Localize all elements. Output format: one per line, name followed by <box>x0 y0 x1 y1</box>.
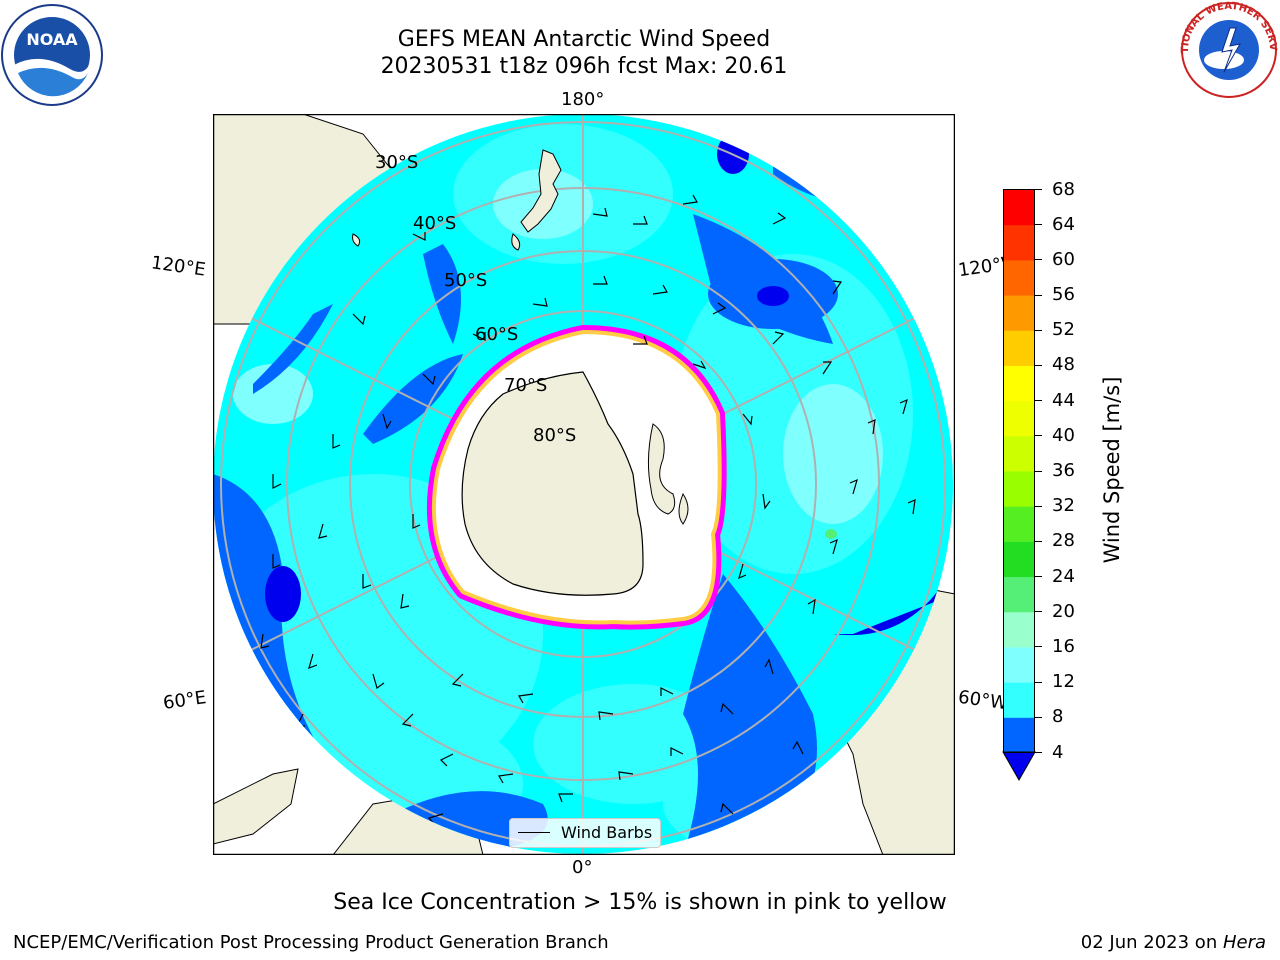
colorbar-segment <box>1003 471 1035 507</box>
footer-credit: NCEP/EMC/Verification Post Processing Pr… <box>13 932 609 953</box>
madagascar-land <box>213 768 299 845</box>
colorbar-tick-mark <box>1035 400 1042 402</box>
colorbar-tick-mark <box>1035 611 1042 613</box>
noaa-logo: NOAA <box>1 4 103 106</box>
colorbar-tick-label: 12 <box>1052 671 1075 693</box>
chart-subtitle: 20230531 t18z 096h fcst Max: 20.61 <box>380 54 788 79</box>
lon-label-120e: 120°E <box>149 252 207 281</box>
colorbar-tick-label: 4 <box>1052 741 1064 763</box>
colorbar-tick-mark <box>1035 646 1042 648</box>
colorbar-tick-mark <box>1035 540 1042 542</box>
footer-date-text: 02 Jun 2023 on <box>1080 932 1223 953</box>
lat-label-40s: 40°S <box>413 213 457 234</box>
wind-barbs <box>260 194 916 825</box>
colorbar-tick-label: 60 <box>1052 248 1075 270</box>
colorbar-tick-mark <box>1035 329 1042 331</box>
colorbar-segment <box>1003 646 1035 683</box>
colorbar-tick-mark <box>1035 716 1042 718</box>
colorbar-tick-mark <box>1035 752 1042 753</box>
lat-label-30s: 30°S <box>375 152 419 173</box>
legend-label: Wind Barbs <box>561 823 653 842</box>
colorbar-segment <box>1003 435 1035 472</box>
legend-line-icon <box>518 832 550 833</box>
colorbar-label: Wind Speed [m/s] <box>1100 376 1124 564</box>
nws-logo: NATIONAL WEATHER SERVICE <box>1178 0 1278 98</box>
lat-label-60s: 60°S <box>475 324 519 345</box>
colorbar-tick-mark <box>1035 364 1042 366</box>
colorbar-segment <box>1003 189 1035 226</box>
colorbar-tick-label: 56 <box>1052 284 1075 306</box>
colorbar-tick-mark <box>1035 259 1042 261</box>
lon-label-60e: 60°E <box>161 687 208 714</box>
colorbar-segment <box>1003 682 1035 718</box>
colorbar-tick-mark <box>1035 435 1042 437</box>
lat-label-70s: 70°S <box>504 375 548 396</box>
colorbar-tick-mark <box>1035 505 1042 507</box>
colorbar-segment <box>1003 295 1035 331</box>
colorbar-tick-label: 64 <box>1052 213 1075 235</box>
colorbar-tick-label: 20 <box>1052 600 1075 622</box>
colorbar-tick-label: 68 <box>1052 178 1075 200</box>
colorbar-tick-label: 28 <box>1052 530 1075 552</box>
chart-title: GEFS MEAN Antarctic Wind Speed <box>397 27 771 52</box>
colorbar-under-arrow <box>1002 751 1036 782</box>
colorbar-segment <box>1003 506 1035 542</box>
colorbar-tick-label: 44 <box>1052 389 1075 411</box>
colorbar-segment <box>1003 400 1035 437</box>
wind-barbs-legend: Wind Barbs <box>509 818 661 848</box>
colorbar-tick-label: 52 <box>1052 319 1075 341</box>
antarctica-land <box>461 371 644 596</box>
colorbar-tick-label: 16 <box>1052 635 1075 657</box>
antarctic-peninsula <box>647 423 676 515</box>
colorbar-tick-mark <box>1035 681 1042 683</box>
colorbar <box>1002 189 1036 782</box>
lat-label-80s: 80°S <box>533 425 577 446</box>
colorbar-tick-mark <box>1035 470 1042 472</box>
colorbar-tick-label: 40 <box>1052 424 1075 446</box>
sea-ice-caption: Sea Ice Concentration > 15% is shown in … <box>333 890 947 915</box>
antarctic-map <box>213 114 955 855</box>
colorbar-tick-mark <box>1035 189 1042 190</box>
footer-date: 02 Jun 2023 on Hera <box>1081 932 1266 953</box>
colorbar-segment <box>1003 365 1035 402</box>
lon-label-180: 180° <box>561 89 605 110</box>
colorbar-tick-mark <box>1035 576 1042 578</box>
colorbar-segment <box>1003 330 1035 366</box>
colorbar-segment <box>1003 576 1035 613</box>
lat-label-50s: 50°S <box>444 270 488 291</box>
colorbar-tick-label: 36 <box>1052 460 1075 481</box>
colorbar-segment <box>1003 224 1035 261</box>
noaa-logo-text: NOAA <box>26 30 78 49</box>
new-zealand-land <box>520 149 562 233</box>
colorbar-tick-mark <box>1035 294 1042 296</box>
colorbar-tick-label: 24 <box>1052 565 1075 587</box>
colorbar-tick-mark <box>1035 224 1042 226</box>
colorbar-segment <box>1003 541 1035 578</box>
colorbar-segment <box>1003 717 1035 753</box>
colorbar-tick-label: 8 <box>1052 706 1064 728</box>
colorbar-tick-label: 32 <box>1052 495 1075 517</box>
colorbar-segment <box>1003 611 1035 648</box>
lon-label-0: 0° <box>572 857 593 878</box>
colorbar-segment <box>1003 259 1035 296</box>
footer-host: Hera <box>1222 932 1266 953</box>
colorbar-tick-label: 48 <box>1052 354 1075 376</box>
